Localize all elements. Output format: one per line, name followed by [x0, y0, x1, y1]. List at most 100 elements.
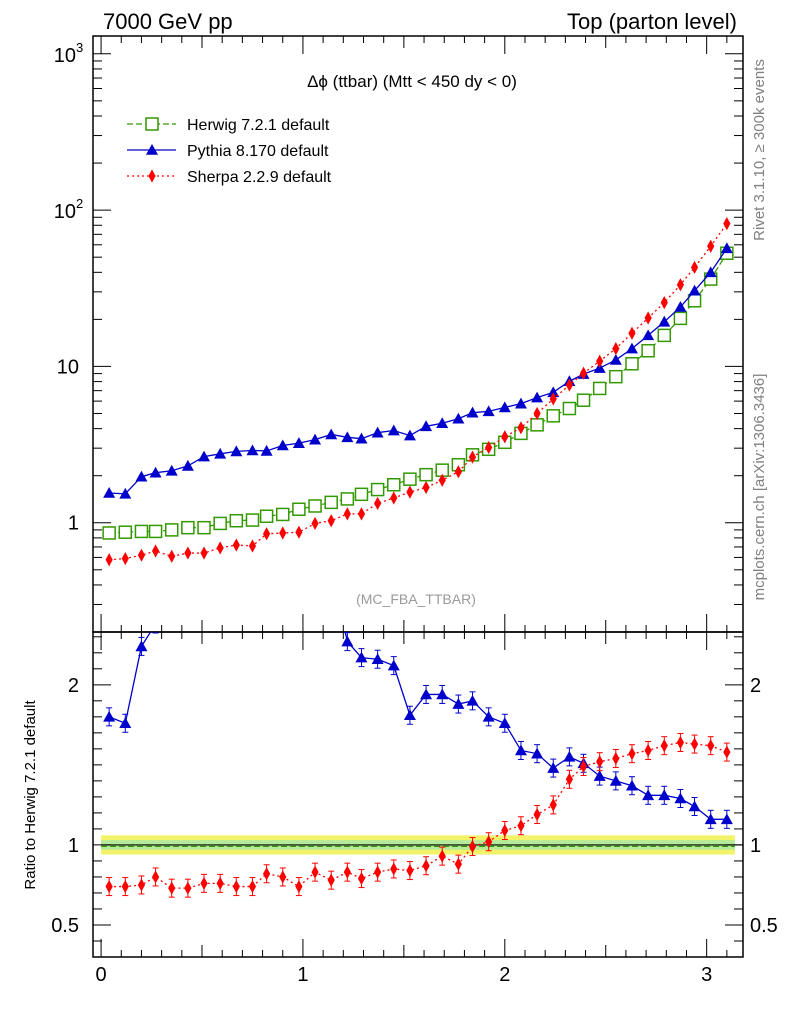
- data-point: [151, 544, 160, 558]
- data-point: [690, 260, 699, 275]
- data-point: [145, 117, 159, 131]
- data-point: [707, 739, 715, 753]
- data-point: [673, 311, 688, 326]
- data-point: [355, 432, 368, 444]
- data-point: [293, 575, 305, 586]
- series-line: [109, 252, 728, 534]
- data-point: [248, 539, 257, 553]
- data-point: [324, 495, 338, 510]
- data-point: [137, 878, 146, 892]
- data-point: [216, 541, 224, 555]
- ratio-y-tick-label: 0.5: [51, 915, 79, 937]
- series-filled-diamond: [105, 216, 731, 567]
- rivet-label: Rivet 3.1.10, ≥ 300k events: [751, 59, 768, 241]
- data-point: [403, 709, 416, 721]
- data-point: [549, 392, 557, 406]
- data-point: [565, 772, 573, 786]
- data-point: [436, 417, 449, 429]
- data-point: [232, 538, 240, 552]
- data-point: [216, 876, 224, 890]
- data-point: [168, 549, 176, 563]
- data-point: [263, 867, 271, 881]
- data-point: [674, 792, 687, 804]
- plot-title: Δϕ (ttbar) (Mtt < 450 dy < 0): [307, 72, 517, 91]
- data-point: [292, 502, 306, 516]
- data-point: [276, 507, 290, 522]
- data-point: [531, 747, 544, 759]
- data-point: [422, 480, 430, 495]
- series-line: [109, 247, 728, 495]
- ratio-y-tick-label: 2: [68, 675, 79, 697]
- data-point: [419, 467, 433, 482]
- data-point: [165, 464, 178, 476]
- data-point: [657, 328, 672, 343]
- data-point: [182, 602, 194, 613]
- y-tick-label: 10: [57, 356, 79, 378]
- data-point: [311, 865, 319, 879]
- data-point: [135, 470, 148, 482]
- series-line: [109, 741, 728, 889]
- data-point: [690, 737, 699, 751]
- data-point: [277, 557, 289, 568]
- legend: Herwig 7.2.1 default Pythia 8.170 default…: [127, 117, 332, 186]
- series-open-square: [102, 246, 734, 540]
- data-point: [468, 839, 477, 854]
- data-point: [676, 735, 685, 750]
- data-point: [229, 513, 244, 528]
- data-point: [628, 747, 636, 761]
- data-point: [197, 520, 211, 535]
- data-point: [292, 437, 305, 448]
- y-tick-label: 10: [54, 45, 76, 67]
- data-point: [454, 465, 462, 479]
- data-point: [354, 487, 369, 502]
- x-tick-label: 3: [701, 964, 712, 986]
- data-point: [103, 486, 116, 498]
- data-point: [596, 755, 604, 769]
- data-point: [452, 698, 465, 709]
- data-point: [341, 635, 354, 647]
- data-point: [720, 813, 733, 825]
- data-point: [547, 386, 560, 398]
- data-point: [609, 369, 623, 384]
- legend-label: Herwig 7.2.1 default: [187, 117, 330, 134]
- data-point: [452, 412, 465, 424]
- data-point: [325, 428, 338, 440]
- data-point: [279, 526, 287, 540]
- data-point: [308, 499, 322, 513]
- data-point: [341, 431, 354, 443]
- data-point: [259, 509, 274, 524]
- data-point: [687, 294, 702, 308]
- data-point: [676, 278, 685, 292]
- data-point: [184, 546, 192, 560]
- data-point: [263, 527, 271, 541]
- data-point: [546, 409, 560, 423]
- data-point: [514, 397, 527, 409]
- data-point: [148, 169, 156, 183]
- data-point: [422, 859, 430, 873]
- data-point: [181, 520, 195, 535]
- data-point: [105, 553, 113, 567]
- data-point: [121, 551, 129, 566]
- data-point: [707, 239, 715, 253]
- data-point: [390, 491, 398, 505]
- data-point: [371, 653, 384, 665]
- data-point: [720, 242, 733, 254]
- data-point: [374, 865, 382, 879]
- data-point: [688, 284, 701, 296]
- data-point: [357, 871, 366, 886]
- data-point: [164, 523, 179, 537]
- data-point: [501, 430, 509, 444]
- data-point: [340, 492, 355, 506]
- data-point: [625, 342, 638, 354]
- data-point: [592, 381, 607, 396]
- data-point: [371, 426, 384, 438]
- data-point: [200, 546, 208, 560]
- ratio-y-tick-label-right: 0.5: [750, 915, 778, 937]
- data-point: [517, 421, 525, 435]
- data-point: [609, 774, 622, 786]
- x-tick-label: 1: [297, 964, 308, 986]
- data-point: [644, 743, 652, 758]
